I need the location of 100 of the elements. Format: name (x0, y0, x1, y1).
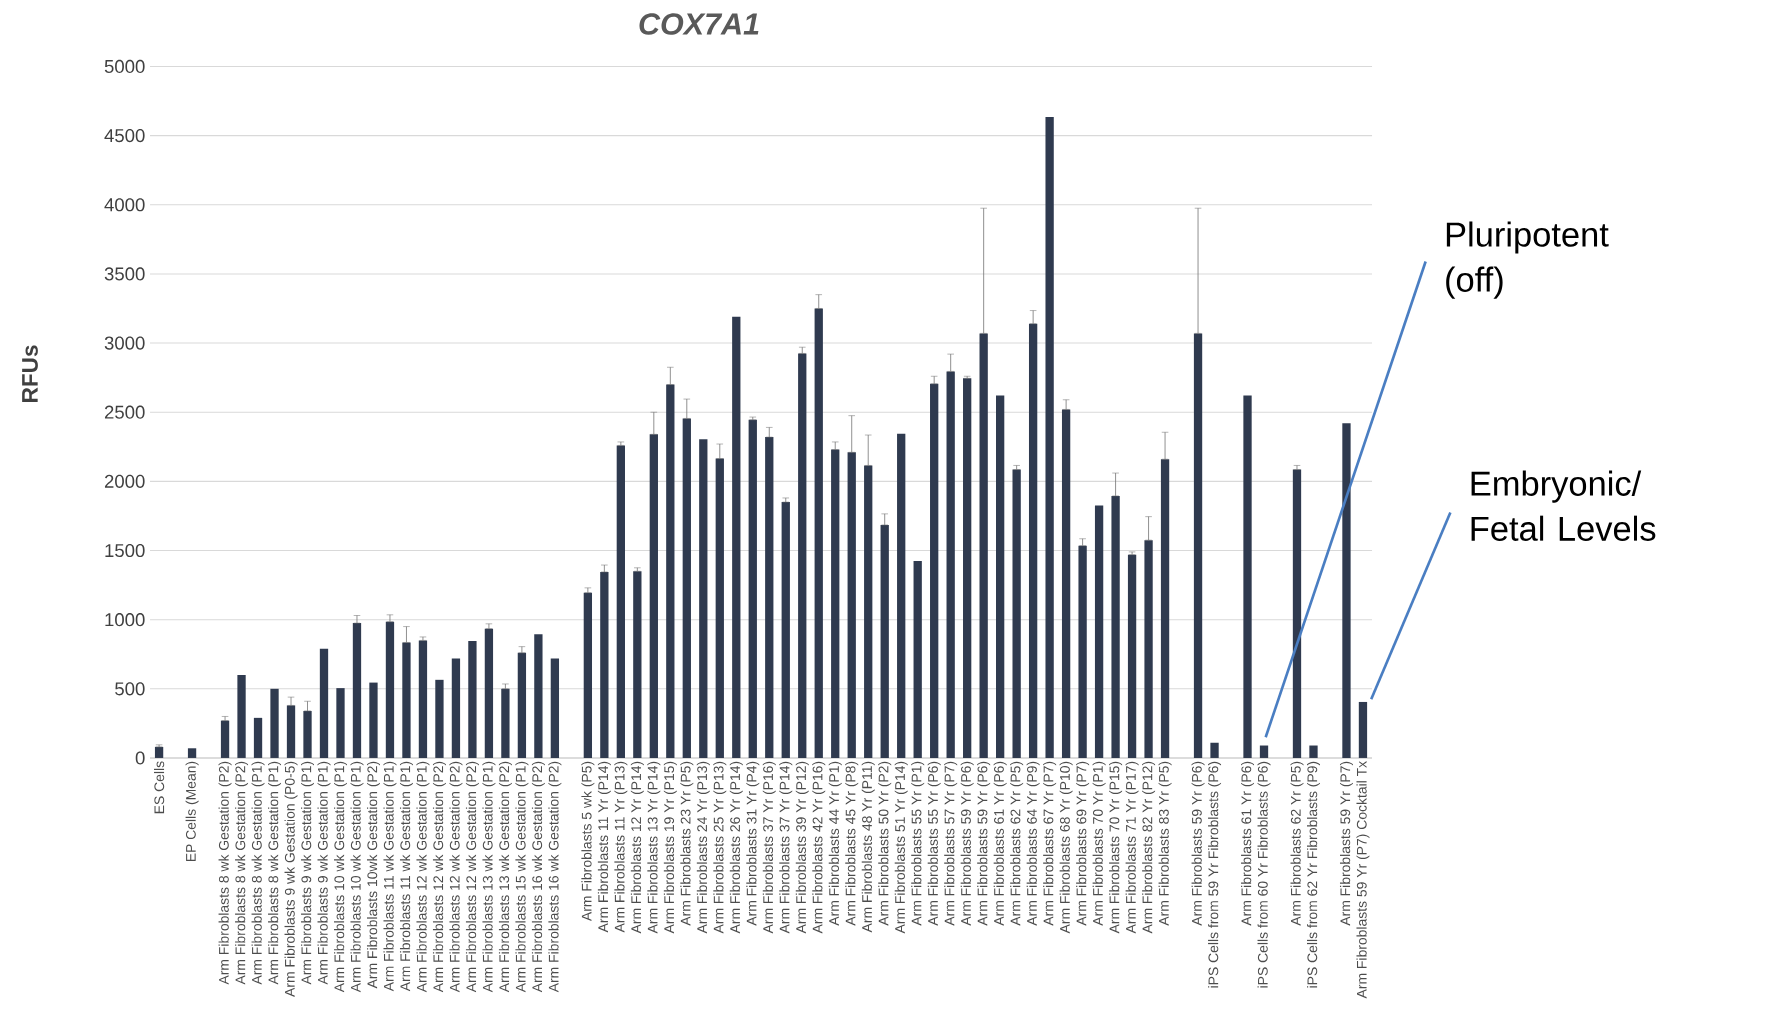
bar (484, 628, 494, 758)
x-tick-label: Arm Fibroblasts 13 wk Gestation (P1) (482, 761, 496, 993)
bar (798, 353, 807, 758)
x-tick-label: Arm Fibroblasts 12 wk Gestation (P1) (416, 761, 430, 993)
bar (319, 648, 329, 758)
x-tick-label: Arm Fibroblasts 8 wk Gestation (P2) (218, 761, 232, 985)
bar (550, 658, 560, 758)
x-tick-label: ES Cells (153, 761, 165, 814)
bar (418, 640, 428, 758)
x-tick-label: EP Cells (Mean) (185, 761, 199, 862)
x-tick-label: Arm Fibroblasts 37 Yr (P14) (779, 761, 793, 934)
x-tick-label: Arm Fibroblasts 59 Yr (P6) (960, 761, 974, 926)
bar (237, 674, 246, 758)
x-tick-label: Arm Fibroblasts 11 wk Gestation (P1) (399, 761, 413, 992)
bar (699, 439, 708, 758)
x-tick-label: Arm Fibroblasts 48 Yr (P11) (861, 761, 875, 933)
x-tick-label: Arm Fibroblasts 12 wk Gestation (P2) (432, 761, 446, 993)
x-tick-label: Arm Fibroblasts 70 Yr (P15) (1109, 761, 1123, 934)
x-tick-label: Arm Fibroblasts 67 Yr (P7) (1043, 761, 1057, 926)
bar (633, 571, 642, 758)
x-tick-label: Arm Fibroblasts 59 Yr (P6) (977, 761, 991, 926)
x-tick-label: Arm Fibroblasts 8 wk Gestation (P1) (268, 761, 282, 985)
bar (1309, 745, 1318, 758)
x-tick-label: Arm Fibroblasts 11 Yr (P13) (614, 761, 628, 933)
bar (748, 419, 757, 758)
x-tick-label: Arm Fibroblasts 70 Yr (P1) (1092, 761, 1106, 926)
y-tick-label: 1000 (105, 613, 145, 627)
y-axis-title: RFUs (22, 345, 38, 402)
y-tick-label: 1500 (105, 543, 145, 558)
bar (913, 560, 922, 758)
x-tick-label: Arm Fibroblasts 55 Yr (P6) (927, 761, 941, 926)
bar (963, 378, 972, 758)
x-tick-label: Arm Fibroblasts 61 Yr (P6) (993, 761, 1007, 926)
bar (501, 688, 510, 758)
bar (1160, 459, 1170, 758)
x-tick-label: Arm Fibroblasts 42 Yr (P16) (812, 761, 826, 934)
annotation: Embryonic/ Fetal Levels (1471, 470, 1656, 541)
bar (286, 705, 296, 758)
x-tick-label: Arm Fibroblasts 62 Yr (P5) (1010, 761, 1024, 926)
bar (880, 524, 889, 758)
x-tick-label: Arm Fibroblasts 82 Yr (P12) (1142, 761, 1156, 934)
bar (847, 452, 856, 758)
bar (154, 746, 164, 758)
x-tick-label: Arm Fibroblasts 68 Yr (P10) (1059, 761, 1073, 934)
x-tick-label: Arm Fibroblasts 45 Yr (P8) (845, 761, 859, 926)
x-tick-label: Arm Fibroblasts 71 Yr (P17) (1125, 761, 1139, 934)
y-tick-label: 0 (135, 751, 145, 765)
bar (781, 502, 790, 758)
x-tick-label: Arm Fibroblasts 8 wk Gestation (P1) (251, 761, 265, 985)
x-tick-label: Arm Fibroblasts 50 Yr (P2) (878, 761, 892, 926)
x-tick-label: Arm Fibroblasts 57 Yr (P7) (944, 761, 958, 926)
y-tick-label: 2000 (104, 474, 145, 488)
y-tick-label: 5000 (104, 59, 145, 74)
bar (1111, 495, 1120, 758)
x-tick-label: Arm Fibroblasts 23 Yr (P5) (680, 761, 694, 926)
bar (765, 437, 774, 758)
x-tick-label: Arm Fibroblasts 51 Yr (P14) (894, 761, 908, 934)
x-tick-label: Arm Fibroblasts 16 wk Gestation (P2) (531, 761, 545, 993)
bar (270, 688, 279, 758)
x-tick-label: Arm Fibroblasts 16 wk Gestation (P2) (548, 761, 562, 993)
x-tick-label: Arm Fibroblasts 13 Yr (P14) (647, 761, 661, 934)
bar (1078, 545, 1087, 758)
bar (946, 371, 955, 758)
x-tick-label: Arm Fibroblasts 59 Yr (P7) (1339, 761, 1353, 926)
bar (303, 710, 312, 758)
bar (682, 418, 691, 758)
bar (600, 571, 609, 758)
x-tick-label: iPS Cells from 62 Yr Fibroblasts (P9) (1307, 761, 1320, 988)
bar (1210, 742, 1219, 758)
bar (732, 316, 741, 758)
bar (1028, 323, 1038, 758)
bar (220, 720, 230, 758)
x-tick-label: Arm Fibroblasts 44 Yr (P1) (828, 761, 842, 926)
y-tick-label: 2500 (104, 405, 145, 419)
bar (385, 621, 395, 758)
bar (451, 658, 461, 758)
bar (897, 433, 906, 758)
bar (187, 748, 197, 758)
x-tick-label: Arm Fibroblasts 12 Yr (P14) (630, 761, 644, 934)
bar (715, 458, 724, 758)
x-tick-label: Arm Fibroblasts 19 Yr (P15) (663, 761, 677, 934)
x-tick-label: Arm Fibroblasts 61 Yr (P6) (1241, 761, 1255, 926)
x-tick-label: Arm Fibroblasts 62 Yr (P5) (1290, 761, 1304, 926)
x-tick-label: Arm Fibroblasts 31 Yr (P4) (746, 761, 760, 926)
bar (616, 445, 625, 758)
bar (336, 688, 345, 758)
x-tick-label: Arm Fibroblasts 24 Yr (P13) (696, 761, 710, 934)
y-tick-label: 3500 (104, 267, 145, 281)
bar (352, 623, 362, 758)
x-tick-label: Arm Fibroblasts 59 Yr (P6) (1191, 761, 1205, 926)
bar (930, 383, 939, 758)
x-tick-label: Arm Fibroblasts 83 Yr (P5) (1158, 761, 1172, 926)
x-tick-label: Arm Fibroblasts 15 wk Gestation (P1) (515, 761, 529, 993)
bar (1144, 540, 1153, 758)
bar (864, 465, 873, 758)
x-tick-label: Arm Fibroblasts 39 Yr (P12) (795, 761, 809, 934)
bar (1292, 469, 1302, 758)
bar (1127, 554, 1137, 758)
x-tick-label: Arm Fibroblasts 12 wk Gestation (P2) (465, 761, 479, 993)
bar (534, 634, 543, 758)
